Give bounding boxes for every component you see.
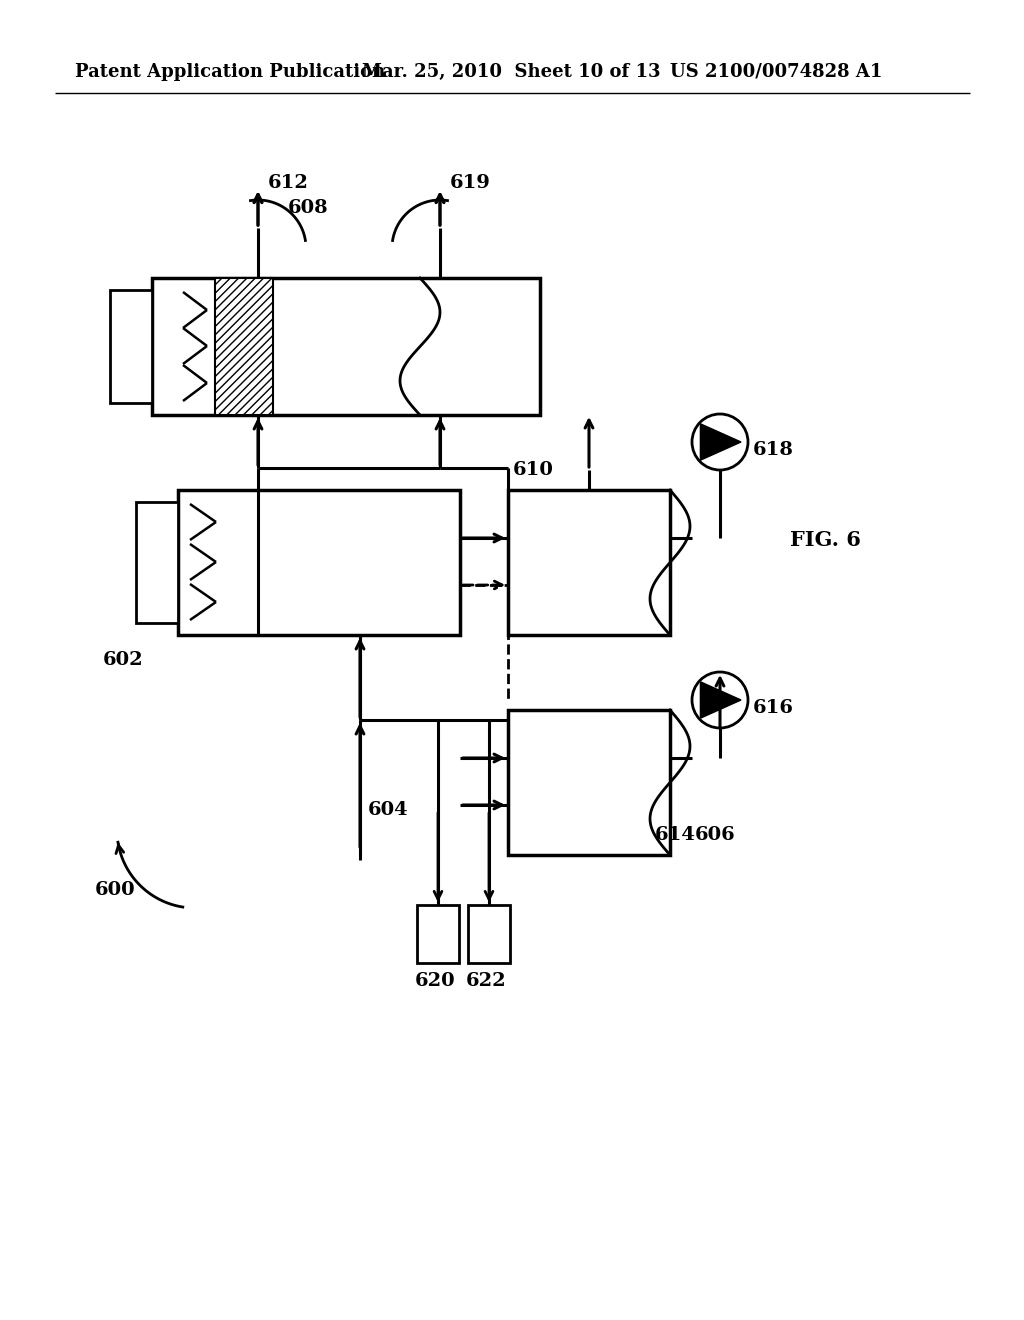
Text: 618: 618 [753,441,794,459]
Text: Mar. 25, 2010  Sheet 10 of 13: Mar. 25, 2010 Sheet 10 of 13 [362,63,660,81]
Bar [136,502,178,623]
Bar [468,906,510,964]
Text: 600: 600 [95,880,135,899]
Bar [508,490,670,635]
Bar [178,490,460,635]
Text: 619: 619 [450,174,490,191]
Bar [508,710,670,855]
Bar [152,279,540,414]
Text: 622: 622 [466,972,507,990]
Bar [110,290,152,403]
Text: 604: 604 [368,801,409,818]
Bar [215,279,273,414]
Text: 608: 608 [288,199,329,216]
Bar [417,906,459,964]
Text: 614: 614 [655,826,696,843]
Text: Patent Application Publication: Patent Application Publication [75,63,385,81]
Polygon shape [700,424,741,461]
Text: 610: 610 [513,461,554,479]
Text: 620: 620 [415,972,456,990]
Text: US 2100/0074828 A1: US 2100/0074828 A1 [670,63,883,81]
Text: FIG. 6: FIG. 6 [790,531,861,550]
Text: 616: 616 [753,700,794,717]
Polygon shape [700,682,741,718]
Text: 602: 602 [103,651,143,669]
Text: 606: 606 [695,826,736,843]
Text: 612: 612 [268,174,309,191]
